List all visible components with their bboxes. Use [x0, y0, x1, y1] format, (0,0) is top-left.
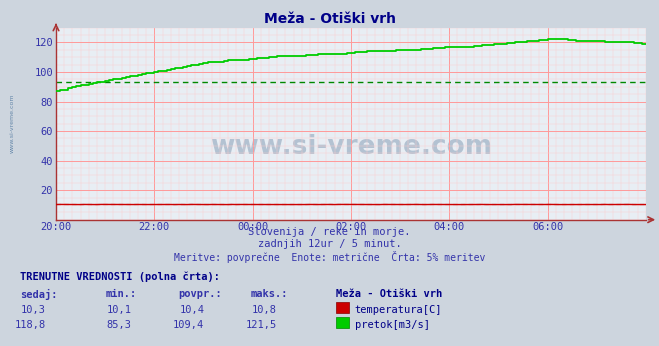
- Text: temperatura[C]: temperatura[C]: [355, 305, 442, 315]
- Text: 118,8: 118,8: [15, 320, 46, 330]
- Text: sedaj:: sedaj:: [20, 289, 57, 300]
- Text: povpr.:: povpr.:: [178, 289, 221, 299]
- Text: zadnjih 12ur / 5 minut.: zadnjih 12ur / 5 minut.: [258, 239, 401, 249]
- Text: 10,8: 10,8: [252, 305, 277, 315]
- Text: Meža - Otiški vrh: Meža - Otiški vrh: [264, 12, 395, 26]
- Text: TRENUTNE VREDNOSTI (polna črta):: TRENUTNE VREDNOSTI (polna črta):: [20, 272, 219, 282]
- Text: pretok[m3/s]: pretok[m3/s]: [355, 320, 430, 330]
- Text: 10,3: 10,3: [21, 305, 46, 315]
- Text: www.si-vreme.com: www.si-vreme.com: [210, 134, 492, 160]
- Text: Meritve: povprečne  Enote: metrične  Črta: 5% meritev: Meritve: povprečne Enote: metrične Črta:…: [174, 251, 485, 263]
- Text: 10,1: 10,1: [107, 305, 132, 315]
- Text: www.si-vreme.com: www.si-vreme.com: [9, 94, 14, 153]
- Text: min.:: min.:: [105, 289, 136, 299]
- Text: Slovenija / reke in morje.: Slovenija / reke in morje.: [248, 227, 411, 237]
- Text: 10,4: 10,4: [179, 305, 204, 315]
- Text: Meža - Otiški vrh: Meža - Otiški vrh: [336, 289, 442, 299]
- Text: maks.:: maks.:: [250, 289, 288, 299]
- Text: 109,4: 109,4: [173, 320, 204, 330]
- Text: 85,3: 85,3: [107, 320, 132, 330]
- Text: 121,5: 121,5: [246, 320, 277, 330]
